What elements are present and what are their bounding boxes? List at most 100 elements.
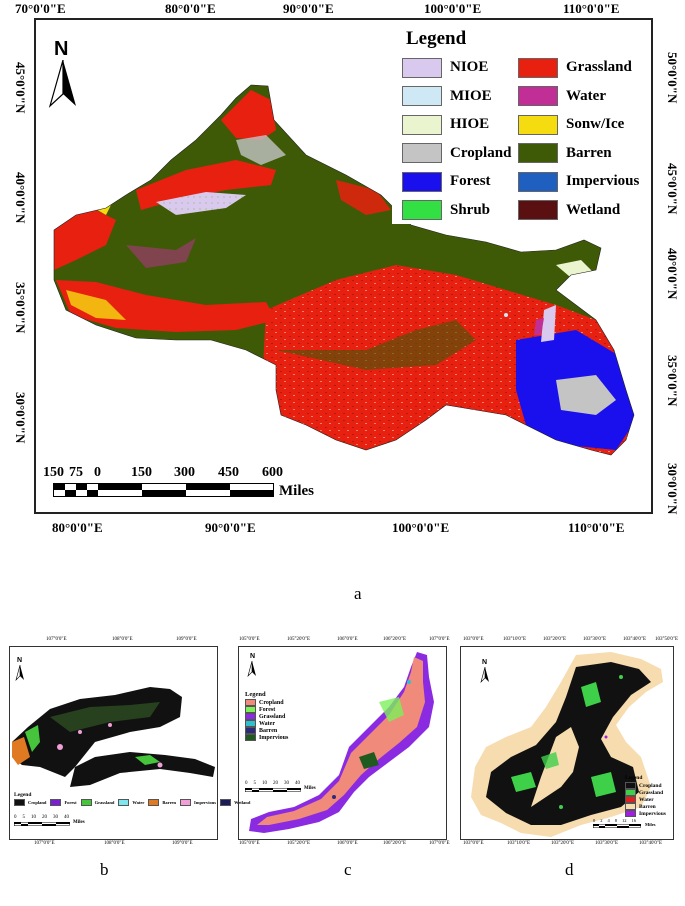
- legend-label: Cropland: [259, 699, 284, 706]
- main-right-tick: 40°0'0"N: [665, 248, 680, 300]
- legend-label: Impervious: [194, 800, 217, 805]
- main-bottom-tick: 110°0'0"E: [568, 520, 625, 535]
- panel_b-legend-item: Grassland: [80, 799, 114, 806]
- panel-d-top-tick: 103°20'0"E: [543, 637, 566, 642]
- legend-swatch: [625, 782, 636, 789]
- north-arrow-icon: [480, 667, 489, 683]
- panel-d-bottom-tick: 103°30'0"E: [595, 841, 618, 846]
- panel-d-top-tick: 103°0'0"E: [463, 637, 484, 642]
- scale-number: 10: [31, 815, 36, 820]
- panel_b-legend-item: Wetland: [220, 799, 250, 806]
- main-top-tick: 90°0'0"E: [283, 1, 334, 16]
- legend-swatch: [518, 57, 558, 78]
- main-legend-item: Barren: [518, 143, 612, 164]
- panel-d-scale-unit: Miles: [645, 822, 656, 827]
- panel-c-top-tick: 106°20'0"E: [383, 637, 406, 642]
- panel-b-north-label: N: [17, 657, 23, 664]
- panel-d-top-tick: 103°30'0"E: [583, 637, 606, 642]
- legend-swatch: [625, 789, 636, 796]
- panel-d-legend-title: Legend: [625, 775, 643, 781]
- legend-label: Grassland: [566, 59, 632, 75]
- panel-b-legend-title: Legend: [14, 792, 32, 798]
- scale-number: 12: [622, 818, 627, 823]
- legend-swatch: [402, 171, 442, 192]
- scale-number: 0: [14, 815, 17, 820]
- panel_d-legend-item: Grassland: [625, 789, 666, 796]
- panel_c-legend-item: Grassland: [245, 713, 288, 720]
- legend-swatch: [245, 713, 256, 720]
- main-legend-item: NIOE: [402, 57, 488, 78]
- legend-swatch: [402, 114, 442, 135]
- legend-label: Barren: [566, 144, 612, 161]
- main-bottom-tick: 90°0'0"E: [205, 520, 256, 535]
- legend-swatch: [148, 799, 160, 806]
- legend-swatch: [14, 799, 25, 806]
- panel_b-legend-item: Impervious: [180, 799, 216, 806]
- scale-number: 30: [284, 781, 289, 786]
- panel-d-bottom-tick: 103°10'0"E: [507, 841, 530, 846]
- scale-number: 8: [614, 818, 617, 823]
- main-scale-unit: Miles: [279, 483, 314, 499]
- legend-swatch: [402, 143, 442, 163]
- main-legend-item: Cropland: [402, 143, 511, 164]
- panel-d-frame: [460, 646, 674, 840]
- panel-c-scale-numbers: 0 5 10 20 30 40: [245, 781, 325, 786]
- scale-number: 5: [22, 815, 26, 820]
- panel-d-north-label: N: [482, 659, 488, 666]
- main-legend-item: Sonw/Ice: [518, 114, 624, 135]
- panel-c-frame: [238, 646, 447, 840]
- scale-number: 5: [253, 781, 257, 786]
- legend-swatch: [518, 86, 558, 106]
- panel_d-legend-item: Impervious: [625, 810, 666, 817]
- panel-c-bottom-tick: 105°0'0"E: [239, 841, 260, 846]
- panel_b-legend-item: Barren: [148, 799, 176, 806]
- main-left-tick: 30°0'0"N: [13, 392, 28, 444]
- legend-label: Forest: [259, 706, 276, 713]
- main-scale-number: 450: [218, 465, 239, 480]
- panel-c-bottom-tick: 106°0'0"E: [337, 841, 358, 846]
- north-arrow-icon: [15, 665, 24, 681]
- main-legend-item: Shrub: [402, 200, 490, 221]
- legend-label: HIOE: [450, 116, 490, 132]
- main-left-tick: 45°0'0"N: [13, 62, 28, 114]
- legend-label: Forest: [450, 173, 491, 189]
- main-scale-number: 600: [262, 465, 283, 480]
- panel_c-legend-item: Barren: [245, 727, 288, 734]
- legend-label: Grassland: [639, 789, 664, 796]
- legend-label: NIOE: [450, 59, 489, 75]
- legend-swatch: [518, 114, 558, 135]
- main-scale-bar: [53, 483, 274, 497]
- panel-c-top-tick: 105°0'0"E: [239, 637, 260, 642]
- legend-swatch: [245, 720, 256, 727]
- panel-label-c: c: [344, 860, 352, 879]
- main-right-tick: 50°0'0"N: [665, 52, 680, 104]
- legend-swatch: [118, 799, 130, 806]
- panel-d-bottom-tick: 103°20'0"E: [551, 841, 574, 846]
- north-arrow-icon: [247, 661, 256, 677]
- legend-label: MIOE: [450, 87, 492, 104]
- panel-b-top-tick: 107°0'0"E: [46, 637, 67, 642]
- main-legend: Legend NIOE Grassland MIOE Water HIOE Sonw/Ic…: [392, 24, 648, 224]
- panel-b: 107°0'0"E 108°0'0"E 109°0'0"E N Legend C…: [4, 636, 250, 848]
- main-legend-item: Wetland: [518, 200, 620, 221]
- panel-b-bottom-tick: 109°0'0"E: [172, 841, 193, 846]
- panel-label-d: d: [565, 860, 574, 879]
- panel-c-top-tick: 106°0'0"E: [337, 637, 358, 642]
- legend-label: Wetland: [234, 800, 251, 805]
- main-top-tick: 80°0'0"E: [165, 1, 216, 16]
- panel-c-top-tick: 107°0'0"E: [429, 637, 450, 642]
- scale-number: 16: [631, 818, 637, 823]
- legend-label: Water: [259, 720, 275, 727]
- panel-b-map-region: [12, 687, 215, 787]
- legend-label: Water: [132, 800, 145, 805]
- panel-c-legend-title: Legend: [245, 691, 266, 698]
- panel-b-scale-numbers: 0 5 10 20 30 40: [14, 815, 94, 820]
- panel_d-legend-item: Water: [625, 796, 666, 803]
- legend-label: Forest: [64, 800, 77, 805]
- legend-label: Shrub: [450, 201, 491, 218]
- panel-b-frame: [9, 646, 218, 840]
- main-scale-number: 150: [43, 465, 64, 480]
- panel_d-legend-item: Barren: [625, 803, 666, 810]
- scale-number: 4: [607, 818, 610, 823]
- panel_d-legend-item: Cropland: [625, 782, 666, 789]
